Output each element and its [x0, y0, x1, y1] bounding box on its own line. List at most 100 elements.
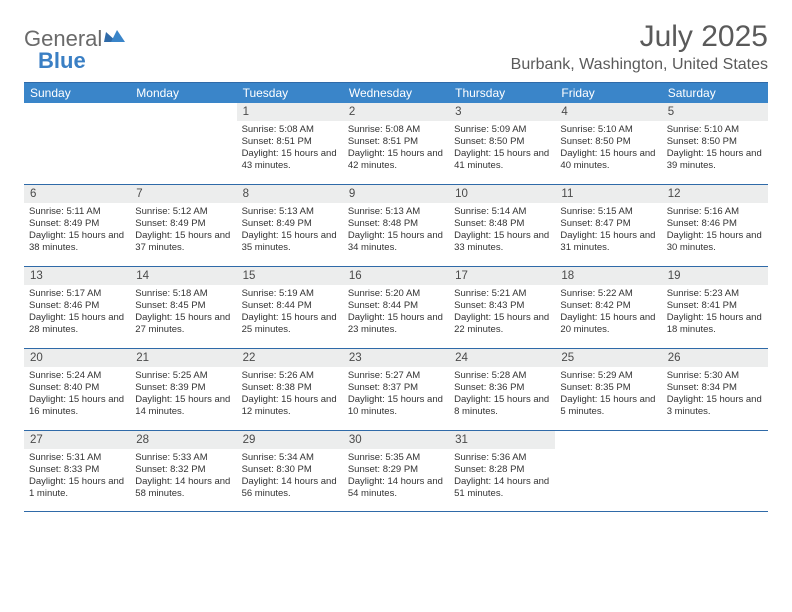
- sunrise-line: Sunrise: 5:08 AM: [242, 124, 338, 136]
- day-body: Sunrise: 5:13 AMSunset: 8:49 PMDaylight:…: [237, 203, 343, 266]
- sunset-line: Sunset: 8:33 PM: [29, 464, 125, 476]
- sunset-line: Sunset: 8:34 PM: [667, 382, 763, 394]
- daylight-line: Daylight: 15 hours and 33 minutes.: [454, 230, 550, 254]
- sunrise-line: Sunrise: 5:19 AM: [242, 288, 338, 300]
- day-number: 10: [449, 185, 555, 203]
- sunset-line: Sunset: 8:45 PM: [135, 300, 231, 312]
- daylight-line: Daylight: 15 hours and 28 minutes.: [29, 312, 125, 336]
- sunrise-line: Sunrise: 5:11 AM: [29, 206, 125, 218]
- day-cell: 7Sunrise: 5:12 AMSunset: 8:49 PMDaylight…: [130, 185, 236, 266]
- sunset-line: Sunset: 8:51 PM: [348, 136, 444, 148]
- calendar-week: 27 Sunrise: 5:31 AMSunset: 8:33 PM Dayligh…: [24, 431, 768, 513]
- day-cell: 12Sunrise: 5:16 AMSunset: 8:46 PMDayligh…: [662, 185, 768, 266]
- day-body: Sunrise: 5:14 AMSunset: 8:48 PMDaylight:…: [449, 203, 555, 266]
- day-number: 30: [343, 431, 449, 449]
- calendar: SundayMondayTuesdayWednesdayThursdayFrid…: [24, 82, 768, 512]
- daylight-line: Daylight: 15 hours and 12 minutes.: [242, 394, 338, 418]
- day-cell: 27Sunrise: 5:31 AMSunset: 8:33 PMDayligh…: [24, 431, 130, 512]
- sunrise-line: Sunrise: 5:31 AM: [29, 452, 125, 464]
- day-number: 16: [343, 267, 449, 285]
- day-body: Sunrise: 5:26 AMSunset: 8:38 PMDaylight:…: [237, 367, 343, 430]
- sunset-line: Sunset: 8:51 PM: [242, 136, 338, 148]
- weekday-header: Monday: [130, 83, 236, 103]
- daylight-line: Daylight: 15 hours and 34 minutes.: [348, 230, 444, 254]
- day-cell: .: [555, 431, 661, 512]
- daylight-line: Daylight: 15 hours and 27 minutes.: [135, 312, 231, 336]
- day-body: Sunrise: 5:13 AMSunset: 8:48 PMDaylight:…: [343, 203, 449, 266]
- day-cell: 15Sunrise: 5:19 AMSunset: 8:44 PMDayligh…: [237, 267, 343, 348]
- sunrise-line: Sunrise: 5:14 AM: [454, 206, 550, 218]
- sunrise-line: Sunrise: 5:20 AM: [348, 288, 444, 300]
- logo: GeneralBlue: [24, 26, 126, 72]
- day-body: Sunrise: 5:12 AMSunset: 8:49 PMDaylight:…: [130, 203, 236, 266]
- day-number: 27: [24, 431, 130, 449]
- sunrise-line: Sunrise: 5:24 AM: [29, 370, 125, 382]
- day-cell: 8Sunrise: 5:13 AMSunset: 8:49 PMDaylight…: [237, 185, 343, 266]
- day-number: 31: [449, 431, 555, 449]
- sunset-line: Sunset: 8:37 PM: [348, 382, 444, 394]
- day-body: Sunrise: 5:08 AMSunset: 8:51 PMDaylight:…: [343, 121, 449, 184]
- daylight-line: Daylight: 15 hours and 30 minutes.: [667, 230, 763, 254]
- calendar-week: 13Sunrise: 5:17 AMSunset: 8:46 PMDayligh…: [24, 267, 768, 349]
- sunrise-line: Sunrise: 5:25 AM: [135, 370, 231, 382]
- day-cell: 13Sunrise: 5:17 AMSunset: 8:46 PMDayligh…: [24, 267, 130, 348]
- day-cell: 19Sunrise: 5:23 AMSunset: 8:41 PMDayligh…: [662, 267, 768, 348]
- day-cell: 14Sunrise: 5:18 AMSunset: 8:45 PMDayligh…: [130, 267, 236, 348]
- weekday-header: Sunday: [24, 83, 130, 103]
- day-number: 29: [237, 431, 343, 449]
- daylight-line: Daylight: 15 hours and 14 minutes.: [135, 394, 231, 418]
- sunset-line: Sunset: 8:49 PM: [242, 218, 338, 230]
- sunrise-line: Sunrise: 5:34 AM: [242, 452, 338, 464]
- sunset-line: Sunset: 8:50 PM: [560, 136, 656, 148]
- sunset-line: Sunset: 8:48 PM: [348, 218, 444, 230]
- sunset-line: Sunset: 8:35 PM: [560, 382, 656, 394]
- sunset-line: Sunset: 8:44 PM: [242, 300, 338, 312]
- day-body: Sunrise: 5:21 AMSunset: 8:43 PMDaylight:…: [449, 285, 555, 348]
- sunrise-line: Sunrise: 5:28 AM: [454, 370, 550, 382]
- day-number: 8: [237, 185, 343, 203]
- day-body: [555, 449, 661, 464]
- sunrise-line: Sunrise: 5:33 AM: [135, 452, 231, 464]
- day-cell: 28Sunrise: 5:33 AMSunset: 8:32 PMDayligh…: [130, 431, 236, 512]
- sunset-line: Sunset: 8:48 PM: [454, 218, 550, 230]
- calendar-week: 20Sunrise: 5:24 AMSunset: 8:40 PMDayligh…: [24, 349, 768, 431]
- day-body: Sunrise: 5:33 AMSunset: 8:32 PMDaylight:…: [130, 449, 236, 512]
- daylight-line: Daylight: 15 hours and 40 minutes.: [560, 148, 656, 172]
- sunset-line: Sunset: 8:40 PM: [29, 382, 125, 394]
- daylight-line: Daylight: 15 hours and 39 minutes.: [667, 148, 763, 172]
- daylight-line: Daylight: 15 hours and 18 minutes.: [667, 312, 763, 336]
- daylight-line: Daylight: 15 hours and 10 minutes.: [348, 394, 444, 418]
- day-cell: 24Sunrise: 5:28 AMSunset: 8:36 PMDayligh…: [449, 349, 555, 430]
- sunrise-line: Sunrise: 5:26 AM: [242, 370, 338, 382]
- sunrise-line: Sunrise: 5:27 AM: [348, 370, 444, 382]
- daylight-line: Daylight: 15 hours and 42 minutes.: [348, 148, 444, 172]
- day-cell: 18Sunrise: 5:22 AMSunset: 8:42 PMDayligh…: [555, 267, 661, 348]
- sunrise-line: Sunrise: 5:17 AM: [29, 288, 125, 300]
- day-cell: 21Sunrise: 5:25 AMSunset: 8:39 PMDayligh…: [130, 349, 236, 430]
- daylight-line: Daylight: 15 hours and 23 minutes.: [348, 312, 444, 336]
- daylight-line: Daylight: 15 hours and 16 minutes.: [29, 394, 125, 418]
- weekday-header: Tuesday: [237, 83, 343, 103]
- day-number: 4: [555, 103, 661, 121]
- day-body: Sunrise: 5:29 AMSunset: 8:35 PMDaylight:…: [555, 367, 661, 430]
- day-cell: .: [24, 103, 130, 184]
- day-body: Sunrise: 5:30 AMSunset: 8:34 PMDaylight:…: [662, 367, 768, 430]
- sunrise-line: Sunrise: 5:35 AM: [348, 452, 444, 464]
- day-number: 5: [662, 103, 768, 121]
- daylight-line: Daylight: 14 hours and 51 minutes.: [454, 476, 550, 500]
- daylight-line: Daylight: 15 hours and 25 minutes.: [242, 312, 338, 336]
- sunset-line: Sunset: 8:49 PM: [29, 218, 125, 230]
- sunset-line: Sunset: 8:49 PM: [135, 218, 231, 230]
- day-cell: 25Sunrise: 5:29 AMSunset: 8:35 PMDayligh…: [555, 349, 661, 430]
- sunset-line: Sunset: 8:42 PM: [560, 300, 656, 312]
- daylight-line: Daylight: 15 hours and 5 minutes.: [560, 394, 656, 418]
- sunrise-line: Sunrise: 5:10 AM: [667, 124, 763, 136]
- day-number: 24: [449, 349, 555, 367]
- daylight-line: Daylight: 14 hours and 54 minutes.: [348, 476, 444, 500]
- day-cell: 5Sunrise: 5:10 AMSunset: 8:50 PMDaylight…: [662, 103, 768, 184]
- day-body: Sunrise: 5:15 AMSunset: 8:47 PMDaylight:…: [555, 203, 661, 266]
- day-body: Sunrise: 5:16 AMSunset: 8:46 PMDaylight:…: [662, 203, 768, 266]
- day-body: Sunrise: 5:24 AMSunset: 8:40 PMDaylight:…: [24, 367, 130, 430]
- day-cell: 26Sunrise: 5:30 AMSunset: 8:34 PMDayligh…: [662, 349, 768, 430]
- day-body: Sunrise: 5:18 AMSunset: 8:45 PMDaylight:…: [130, 285, 236, 348]
